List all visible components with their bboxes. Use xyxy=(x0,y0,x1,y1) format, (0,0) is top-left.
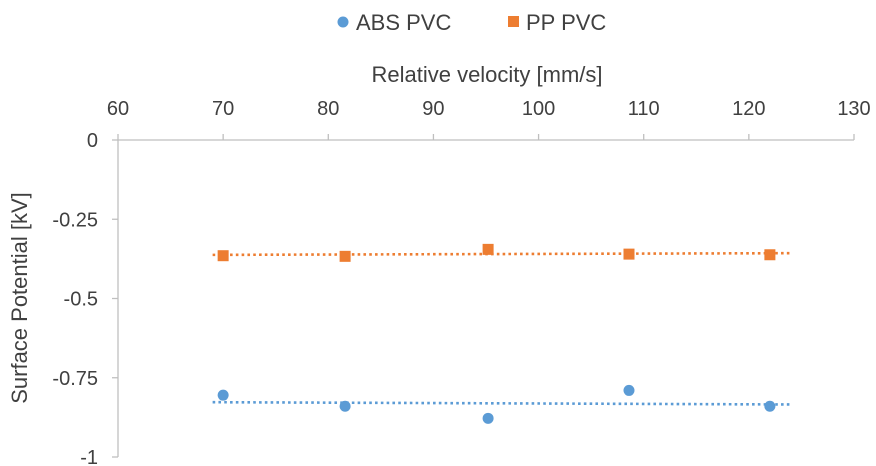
y-axis-ticks: 0 -0.25 -0.5 -0.75 -1 xyxy=(52,130,118,466)
axes xyxy=(117,139,854,457)
x-tick-label: 100 xyxy=(522,98,555,120)
legend-label-abs-pvc: ABS PVC xyxy=(356,10,451,35)
legend: ABS PVC PP PVC xyxy=(337,10,606,35)
data-point-series-0 xyxy=(764,400,776,412)
y-tick-label: -0.75 xyxy=(52,368,98,390)
y-tick-label: 0 xyxy=(87,130,98,152)
data-point-series-0 xyxy=(339,400,351,412)
x-tick-label: 130 xyxy=(837,98,870,120)
data-point-series-1 xyxy=(764,249,776,261)
data-point-series-1 xyxy=(623,248,635,260)
trendline-series-0 xyxy=(212,400,791,406)
legend-marker-pp-pvc xyxy=(508,16,519,27)
y-axis-title: Surface Potential [kV] xyxy=(7,192,32,404)
x-tick-label: 60 xyxy=(107,98,129,120)
legend-label-pp-pvc: PP PVC xyxy=(526,10,606,35)
data-point-series-1 xyxy=(482,243,494,255)
data-points xyxy=(217,243,776,424)
trendline-series-1 xyxy=(212,251,791,257)
y-tick-label: -0.5 xyxy=(64,289,98,311)
x-axis-ticks: 60 70 80 90 100 110 120 130 xyxy=(107,98,871,140)
trendlines xyxy=(212,251,791,406)
x-tick-label: 80 xyxy=(317,98,339,120)
data-point-series-1 xyxy=(217,250,229,262)
data-point-series-1 xyxy=(339,250,351,262)
legend-marker-abs-pvc xyxy=(337,16,349,28)
data-point-series-0 xyxy=(482,412,494,424)
x-tick-label: 120 xyxy=(732,98,765,120)
y-tick-label: -0.25 xyxy=(52,209,98,231)
x-tick-label: 90 xyxy=(422,98,444,120)
x-axis-title: Relative velocity [mm/s] xyxy=(371,62,602,87)
y-tick-label: -1 xyxy=(80,447,98,466)
x-tick-label: 70 xyxy=(212,98,234,120)
data-point-series-0 xyxy=(623,384,635,396)
data-point-series-0 xyxy=(217,389,229,401)
x-tick-label: 110 xyxy=(628,98,660,120)
